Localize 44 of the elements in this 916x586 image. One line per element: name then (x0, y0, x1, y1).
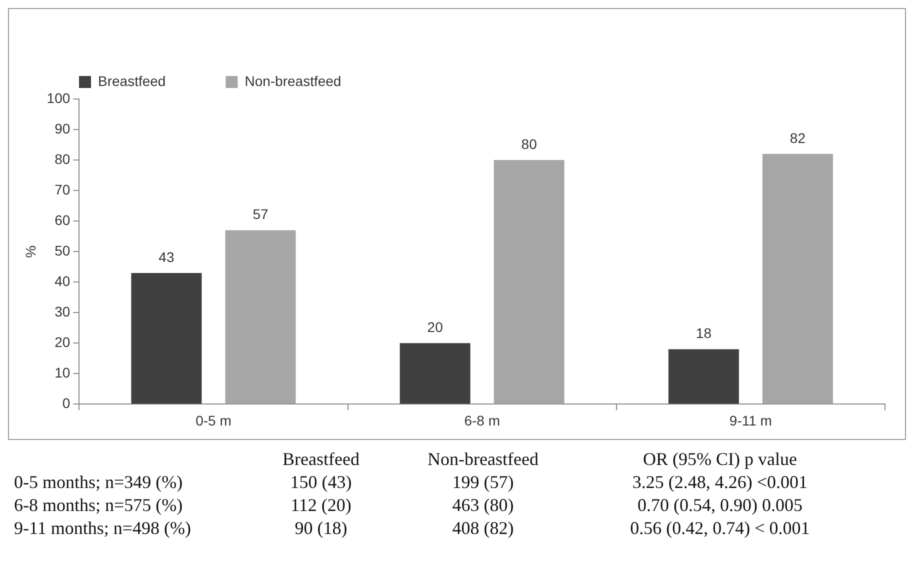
y-tick-label: 0 (62, 395, 70, 412)
y-tick-label: 80 (54, 150, 70, 167)
x-tick-label: 0-5 m (196, 412, 232, 428)
y-axis-title: % (22, 245, 38, 258)
text: 6-8 months; n=575 (%) (13, 494, 184, 517)
text: 199 (57) (451, 471, 515, 494)
text: 0.70 (0.54, 0.90) 0.005 (636, 494, 804, 517)
text: 90 (18) (294, 517, 348, 540)
bar (494, 160, 564, 404)
data-label: 20 (427, 319, 444, 336)
text: 408 (82) (451, 517, 515, 540)
text: 0-5 months; n=349 (%) (13, 471, 184, 494)
text: 150 (43) (289, 471, 353, 494)
text: 0.56 (0.42, 0.74) < 0.001 (629, 517, 811, 540)
x-tick-label: 6-8 m (464, 412, 500, 428)
text: 112 (20) (290, 494, 352, 517)
y-tick-label: 30 (54, 304, 70, 320)
y-tick-label: 10 (54, 364, 70, 381)
bar (225, 230, 296, 404)
data-label: 57 (252, 206, 268, 222)
y-tick-label: 70 (54, 181, 70, 198)
y-tick-label: 100 (46, 90, 70, 106)
text: 463 (80) (451, 494, 515, 517)
data-label: 43 (158, 248, 174, 265)
bar (668, 349, 739, 404)
data-label: 18 (696, 325, 712, 342)
text: 3.25 (2.48, 4.26) <0.001 (631, 471, 809, 494)
legend-label: Breastfeed (98, 72, 166, 89)
y-tick-label: 40 (54, 272, 70, 289)
data-label: 82 (790, 130, 806, 146)
text: Breastfeed (282, 448, 360, 471)
bar (762, 154, 833, 404)
legend-label: Non-breastfeed (244, 72, 342, 89)
text: OR (95% CI) p value (642, 448, 798, 471)
x-tick-label: 9-11 m (729, 412, 772, 428)
y-tick-label: 90 (54, 120, 70, 136)
y-tick-label: 50 (54, 242, 70, 258)
y-tick-label: 20 (54, 334, 70, 350)
bar (400, 343, 470, 404)
text: Non-breastfeed (426, 448, 540, 471)
y-tick-label: 60 (54, 212, 70, 228)
text: 9-11 months; n=498 (%) (13, 517, 192, 540)
bar (131, 272, 202, 404)
data-label: 80 (521, 136, 538, 152)
